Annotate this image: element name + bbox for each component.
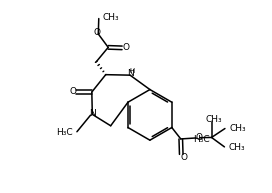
Text: O: O xyxy=(93,28,100,37)
Text: H₃C: H₃C xyxy=(57,128,73,137)
Text: CH₃: CH₃ xyxy=(205,115,222,124)
Text: O: O xyxy=(195,133,202,142)
Text: H₃C: H₃C xyxy=(193,135,209,144)
Text: CH₃: CH₃ xyxy=(229,124,246,133)
Text: CH₃: CH₃ xyxy=(229,143,246,152)
Text: O: O xyxy=(122,43,129,52)
Text: N: N xyxy=(89,109,95,118)
Text: CH₃: CH₃ xyxy=(103,13,119,22)
Text: N: N xyxy=(127,69,134,78)
Text: O: O xyxy=(69,87,76,96)
Text: H: H xyxy=(129,68,134,74)
Text: O: O xyxy=(180,153,187,162)
